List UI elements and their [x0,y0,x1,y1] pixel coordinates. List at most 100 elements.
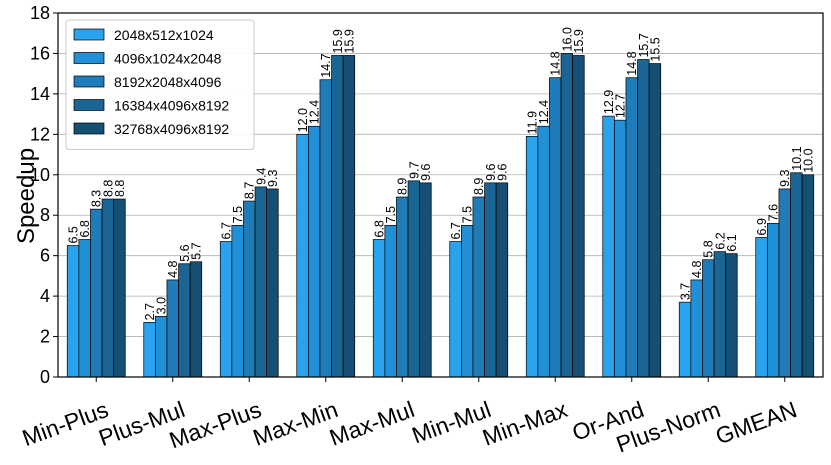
x-tick-label: GMEAN [712,396,800,449]
legend-swatch [73,99,105,111]
data-labels-layer: 6.56.88.38.88.82.73.04.85.65.76.77.58.79… [67,27,816,320]
data-label: 14.8 [549,51,563,75]
data-label: 10.1 [790,146,804,170]
bar [766,222,780,378]
bar [308,125,321,378]
data-label: 7.5 [231,206,245,223]
bar [189,261,203,378]
bar [78,239,91,378]
bar [166,279,179,378]
data-label: 14.8 [625,51,639,75]
bar [113,198,126,378]
y-tick-label: 4 [40,286,50,306]
bar [678,301,692,378]
legend-swatch [73,75,105,88]
y-tick-label: 8 [40,205,50,225]
bar [219,241,233,378]
bar [755,237,768,378]
bar [101,198,115,378]
bar [319,79,332,378]
bar [231,224,244,378]
y-tick-label: 12 [30,124,50,144]
legend-entry-label: 2048x512x1024 [114,27,214,43]
x-tick-label: Max-Min [249,396,341,451]
data-label: 4.8 [166,261,180,278]
data-label: 14.7 [319,53,333,77]
data-label: 8.9 [472,178,486,195]
bar [495,182,509,378]
data-label: 7.5 [384,206,398,223]
bar [296,133,309,378]
bar [778,188,791,378]
bar [690,279,703,378]
bar [396,196,409,378]
bar [625,77,638,378]
data-label: 9.4 [254,167,268,184]
data-label: 16.0 [560,27,574,51]
data-label: 15.9 [331,29,345,53]
bar [372,239,386,378]
data-label: 5.7 [189,242,203,259]
x-tick-label: Min-Plus [19,396,112,451]
plot-frame [57,12,824,378]
bar [648,63,662,378]
data-label: 12.4 [537,100,551,124]
data-label: 12.0 [296,108,310,132]
data-label: 6.9 [755,218,769,235]
legend-entry-label: 8192x2048x4096 [114,74,222,90]
data-label: 12.9 [602,90,616,114]
y-tick-label: 16 [30,43,50,63]
data-label: 15.5 [648,37,662,61]
legend-swatch [73,28,105,41]
data-label: 4.8 [690,261,704,278]
bar [572,55,585,378]
data-label: 3.7 [679,283,693,300]
y-tick-label: 14 [30,84,50,104]
data-label: 6.2 [713,232,727,249]
data-label: 9.6 [484,163,498,180]
data-label: 8.8 [113,180,127,197]
bar [143,322,156,378]
bar [702,259,715,378]
data-label: 2.7 [143,303,157,320]
bar [472,196,485,378]
x-tick-label: Max-Mul [326,396,418,451]
bar [725,253,738,378]
bar [613,119,627,378]
bar [407,180,420,378]
data-label: 15.9 [572,29,586,53]
data-label: 12.7 [614,94,628,118]
legend-entry-label: 32768x4096x8192 [114,121,229,137]
bar [243,200,256,378]
data-label: 5.6 [178,244,192,261]
data-label: 6.8 [78,220,92,237]
bar [66,245,80,378]
data-label: 8.9 [396,178,410,195]
data-label: 12.4 [308,100,322,124]
data-label: 8.3 [90,190,104,207]
data-label: 6.7 [220,222,234,239]
bar [419,182,432,378]
bar [801,174,815,378]
data-label: 8.7 [243,182,257,199]
data-label: 15.7 [637,33,651,57]
data-label: 9.7 [407,161,421,178]
bar [254,186,268,378]
legend-swatch [73,122,105,135]
bar [178,263,191,378]
bar [549,77,562,378]
legend-entry-label: 16384x4096x8192 [114,98,229,114]
data-label: 6.8 [373,220,387,237]
bar [266,188,279,378]
data-label: 9.3 [266,170,280,187]
data-label: 7.5 [461,206,475,223]
x-tick-label: Min-Mul [408,396,494,448]
bar [461,224,474,378]
data-label: 7.6 [767,204,781,221]
bar [90,208,103,378]
y-tick-label: 0 [40,367,50,387]
bar [790,172,803,378]
data-label: 6.5 [67,226,81,243]
data-label: 3.0 [155,297,169,314]
